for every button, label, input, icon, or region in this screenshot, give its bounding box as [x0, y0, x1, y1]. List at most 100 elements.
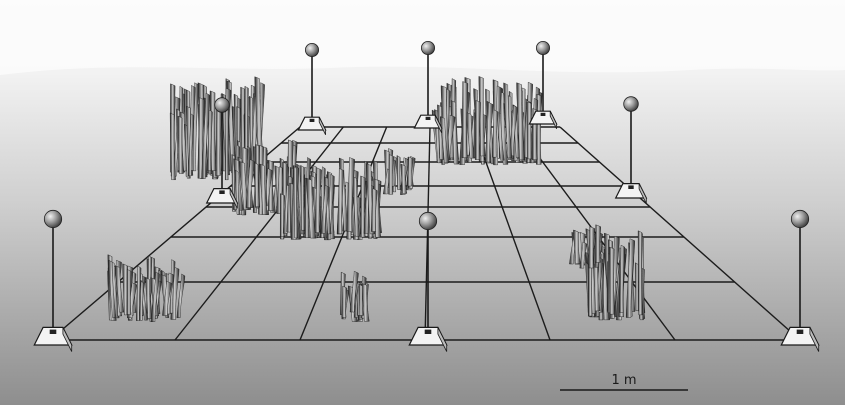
surface-haze	[0, 0, 845, 75]
anchor-block-hole	[425, 116, 431, 120]
seagrass-blade	[115, 265, 125, 313]
anchor-block-side	[549, 111, 557, 129]
seagrass-blade	[474, 100, 481, 160]
seagrass-blade	[245, 159, 255, 208]
buoy-marker-icon	[420, 41, 435, 56]
seagrass-blade	[346, 157, 355, 232]
seagrass-blade	[352, 176, 360, 237]
anchor-block-side	[229, 188, 238, 209]
anchor-block-side	[638, 183, 647, 204]
seagrass-blade	[509, 105, 518, 157]
buoy-marker-icon	[790, 209, 810, 229]
buoy-marker-icon	[536, 41, 551, 56]
seagrass-blade	[573, 229, 581, 264]
anchor-block-side	[62, 327, 73, 352]
seagrass-blade	[151, 271, 160, 322]
seagrass-blade	[337, 168, 344, 234]
seagrass-clump	[107, 254, 186, 322]
seagrass-blade	[503, 82, 513, 159]
anchor-block-side	[809, 327, 820, 352]
grid-column-line	[559, 126, 801, 341]
corner-marker	[33, 209, 73, 352]
seagrass-blade	[176, 273, 186, 318]
anchor-block-hole	[49, 329, 57, 334]
anchor-block-hole	[628, 185, 634, 189]
seagrass-blade	[139, 281, 145, 321]
seagrass-blade	[361, 283, 370, 322]
seagrass-blade	[625, 238, 635, 318]
seagrass-blade	[300, 164, 305, 231]
seagrass-blade	[293, 166, 299, 239]
corner-marker	[408, 211, 448, 352]
corner-marker	[413, 41, 443, 133]
buoy-marker-icon	[304, 43, 319, 58]
seagrass-blade	[108, 259, 117, 318]
seagrass-clump	[340, 270, 370, 322]
seagrass-blade	[516, 82, 525, 161]
seagrass-blade	[619, 244, 625, 313]
seagrass-blade	[440, 116, 450, 164]
corner-marker	[780, 209, 820, 352]
grid-column-line	[472, 126, 551, 341]
seagrass-blade	[145, 277, 153, 319]
seagrass-blade	[224, 106, 229, 181]
buoy-marker-icon	[623, 96, 639, 112]
seagrass-blade	[253, 162, 260, 207]
seagrass-blade	[306, 177, 317, 239]
seagrass-blade	[320, 184, 330, 234]
corner-marker	[205, 97, 239, 209]
seagrass-blade	[637, 230, 643, 316]
anchor-block-hole	[309, 118, 315, 122]
grid-column-line	[299, 126, 388, 341]
seagrass-clump	[585, 230, 646, 321]
seagrass-clump	[279, 157, 382, 241]
seagrass-blade	[177, 115, 184, 174]
seagrass-blade	[234, 169, 241, 215]
seagrass-blade	[461, 81, 469, 158]
anchor-block-side	[434, 115, 443, 133]
seagrass-blade	[400, 163, 408, 194]
seagrass-blade	[188, 113, 195, 177]
corner-marker	[614, 96, 648, 204]
buoy-marker-icon	[214, 97, 230, 113]
seagrass-blade	[609, 246, 616, 315]
corner-marker	[297, 43, 327, 135]
seagrass-clump	[569, 224, 603, 269]
seagrass-blade	[407, 156, 414, 187]
anchor-block-side	[318, 117, 327, 135]
scale-bar: 1 m	[560, 373, 688, 391]
seagrass-blade	[478, 76, 486, 157]
anchor-block-hole	[796, 329, 804, 334]
seagrass-blade	[358, 283, 364, 316]
seagrass-blade	[169, 112, 176, 180]
seagrass-blade	[197, 97, 205, 179]
seagrass-blade	[314, 167, 322, 233]
scale-bar-label: 1 m	[611, 373, 636, 388]
anchor-block-hole	[219, 190, 225, 194]
seagrass-blade	[466, 112, 475, 159]
seagrass-blade	[259, 163, 268, 215]
seagrass-blade	[388, 154, 394, 195]
grid-column-line	[174, 126, 344, 341]
seagrass-blade	[162, 280, 172, 316]
seagrass-blade	[526, 101, 533, 160]
seagrass-blade	[126, 269, 132, 315]
anchor-block-hole	[540, 112, 546, 116]
seagrass-blade	[579, 241, 588, 269]
anchor-block-side	[437, 327, 448, 352]
seagrass-blade	[207, 109, 213, 171]
buoy-marker-icon	[43, 209, 63, 229]
seagrass-blade	[595, 224, 601, 263]
anchor-block-hole	[424, 329, 432, 334]
corner-marker	[528, 41, 558, 129]
seagrass-clump	[383, 148, 416, 195]
seagrass-blade	[396, 155, 402, 190]
seagrass-blade	[341, 285, 348, 318]
seagrass-blade	[484, 102, 494, 163]
seagrass-blade	[588, 226, 596, 269]
seagrass-blade	[136, 265, 142, 321]
seagrass-blade	[201, 92, 210, 179]
seagrass-blade	[349, 270, 359, 313]
